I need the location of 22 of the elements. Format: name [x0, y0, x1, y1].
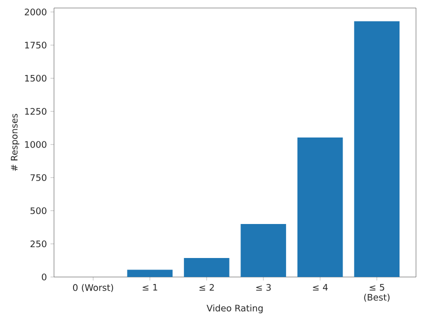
- x-tick-label: ≤ 3: [256, 284, 271, 291]
- y-tick-label: 750: [30, 174, 46, 182]
- y-tick-label: 1500: [25, 74, 46, 82]
- y-axis-title: # Responses: [10, 114, 20, 171]
- y-tick-label: 1750: [25, 42, 46, 48]
- bar: [184, 258, 230, 277]
- bar: [354, 21, 400, 277]
- y-tick-label: 500: [30, 207, 46, 214]
- y-tick-label: 2000: [24, 8, 46, 16]
- x-tick-label: ≤ 4: [312, 284, 328, 291]
- y-tick-label: 0: [42, 274, 46, 280]
- x-tick-label: ≤ 2: [199, 284, 214, 291]
- bar: [297, 137, 343, 277]
- y-tick-label: 1000: [25, 141, 46, 148]
- y-tick-label: 1250: [25, 108, 46, 115]
- x-tick-label: ≤ 1: [142, 284, 158, 291]
- bar: [240, 224, 286, 277]
- x-tick-label: ≤ 5 (Best): [364, 284, 390, 302]
- y-tick-label: 250: [30, 240, 46, 248]
- x-tick-label: 0 (Worst): [73, 284, 114, 292]
- bar: [127, 270, 173, 277]
- x-axis-title: Video Rating: [206, 304, 263, 314]
